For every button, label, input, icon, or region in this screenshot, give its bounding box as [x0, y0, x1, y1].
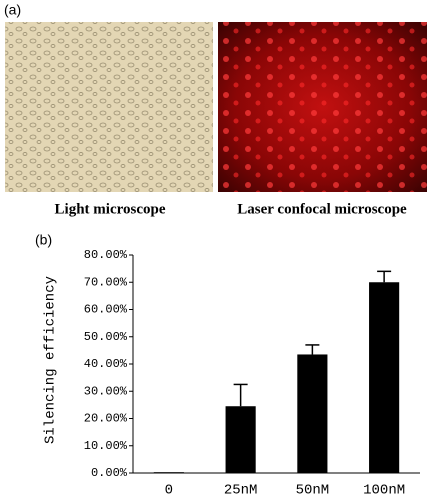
bar	[153, 472, 184, 473]
y-tick-label: 0.00%	[91, 466, 128, 480]
x-tick-label: 0	[165, 483, 173, 499]
y-tick-label: 50.00%	[84, 330, 128, 344]
light-image	[5, 22, 213, 192]
x-tick-label: 100nM	[363, 483, 405, 499]
bar	[369, 282, 400, 473]
y-tick-label: 60.00%	[84, 303, 128, 317]
x-tick-label: 50nM	[296, 483, 330, 499]
y-tick-label: 80.00%	[84, 248, 128, 262]
caption: Light microscope	[55, 201, 166, 217]
x-tick-label: 25nM	[224, 483, 258, 499]
panel-label: (a)	[4, 2, 21, 18]
y-tick-label: 70.00%	[84, 275, 128, 289]
y-tick-label: 20.00%	[84, 412, 128, 426]
y-tick-label: 40.00%	[84, 357, 128, 371]
caption: Laser confocal microscope	[237, 201, 407, 217]
y-axis-label: Silencing efficiency	[43, 276, 59, 444]
confocal-spots	[218, 22, 427, 192]
bar	[297, 354, 328, 473]
bar	[225, 406, 256, 473]
y-tick-label: 10.00%	[84, 439, 128, 453]
panel-label: (b)	[35, 232, 52, 248]
y-tick-label: 30.00%	[84, 384, 128, 398]
